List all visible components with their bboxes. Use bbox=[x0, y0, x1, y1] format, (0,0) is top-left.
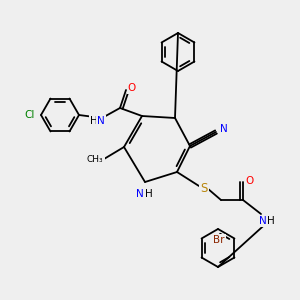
Text: N: N bbox=[136, 189, 144, 199]
Text: H: H bbox=[267, 216, 275, 226]
Text: H: H bbox=[145, 189, 153, 199]
Text: N: N bbox=[97, 116, 105, 126]
Text: O: O bbox=[128, 83, 136, 93]
Text: H: H bbox=[90, 116, 98, 126]
Text: Br: Br bbox=[213, 235, 225, 245]
Text: N: N bbox=[259, 216, 267, 226]
Text: S: S bbox=[200, 182, 208, 194]
Text: Cl: Cl bbox=[25, 110, 35, 120]
Text: O: O bbox=[245, 176, 253, 186]
Text: CH₃: CH₃ bbox=[87, 155, 103, 164]
Text: N: N bbox=[220, 124, 228, 134]
